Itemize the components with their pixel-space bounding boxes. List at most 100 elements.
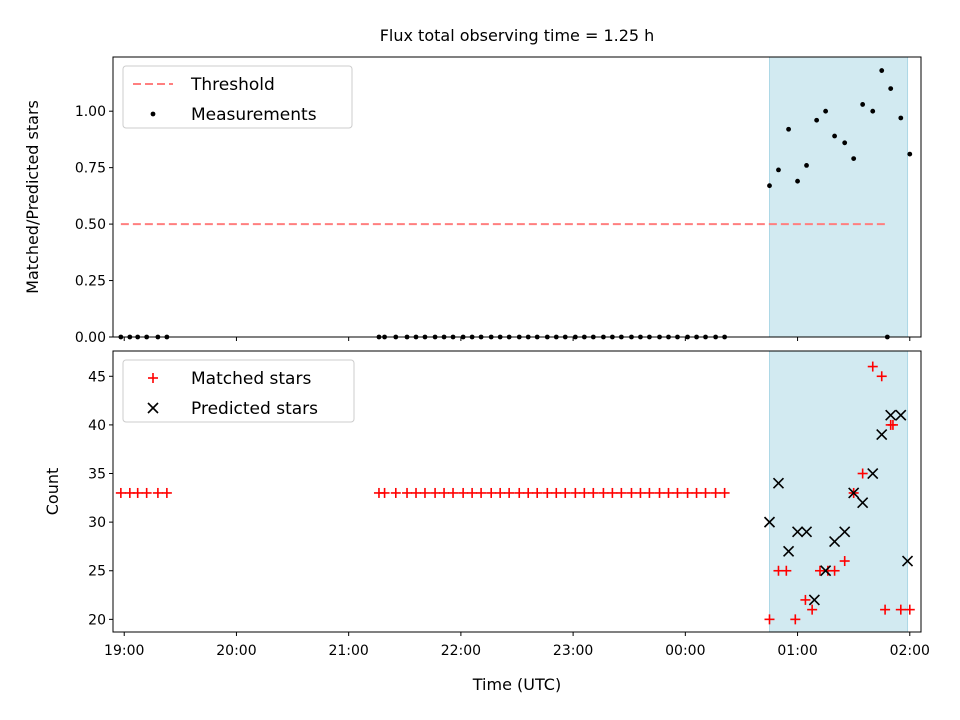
x-tick-label: 01:00 — [777, 643, 817, 659]
matched-stars-point — [790, 614, 801, 625]
predicted-stars-point — [857, 497, 869, 509]
matched-stars-point — [504, 487, 515, 498]
predicted-stars-point — [839, 526, 851, 538]
matched-stars-point — [132, 487, 143, 498]
matched-stars-point — [379, 487, 390, 498]
matched-stars-point — [115, 487, 126, 498]
observing-window-band — [769, 56, 909, 338]
matched-stars-point — [402, 487, 413, 498]
measurements-point — [776, 167, 781, 173]
legend-predicted-stars-swatch — [147, 402, 159, 414]
matched-stars-point — [523, 487, 534, 498]
matched-stars-point — [476, 487, 487, 498]
matched-stars-point — [607, 487, 618, 498]
matched-stars-point — [857, 468, 868, 479]
predicted-stars-point — [791, 526, 804, 538]
measurements-point — [860, 102, 866, 107]
y-tick-label: 0.25 — [75, 274, 106, 290]
predicted-stars-point — [895, 409, 907, 421]
x-tick-label: 20:00 — [216, 643, 256, 659]
observing-window-band — [769, 350, 909, 633]
matched-stars-point — [710, 487, 721, 498]
matched-stars-point — [807, 604, 818, 615]
x-tick-label: 23:00 — [553, 643, 593, 659]
matched-stars-point — [876, 371, 887, 382]
matched-stars-point — [419, 487, 430, 498]
x-tick-label: 21:00 — [328, 643, 368, 659]
ratio-y-axis-label: Matched/Predicted stars — [23, 100, 42, 294]
matched-stars-point — [663, 487, 674, 498]
matched-stars-point — [764, 614, 775, 625]
y-tick-label: 20 — [88, 612, 106, 628]
predicted-stars-point — [820, 565, 832, 577]
matched-stars-point — [514, 487, 525, 498]
predicted-stars-point — [763, 516, 776, 528]
predicted-stars-point — [808, 594, 820, 606]
matched-stars-point — [560, 487, 571, 498]
matched-stars-point — [486, 487, 497, 498]
matched-stars-point — [532, 487, 543, 498]
predicted-stars-point — [901, 555, 914, 567]
count-legend: Matched stars Predicted stars — [122, 359, 355, 423]
matched-stars-point — [458, 487, 469, 498]
matched-stars-point — [588, 487, 599, 498]
measurements-point — [795, 178, 800, 184]
matched-stars-point — [839, 556, 850, 567]
observing-window-shade — [769, 56, 909, 338]
legend-matched-stars-label: Matched stars — [191, 369, 311, 389]
x-tick-label: 19:00 — [104, 643, 144, 659]
y-tick-label: 25 — [88, 564, 106, 580]
measurements-point — [888, 86, 894, 92]
y-tick-label: 0.50 — [75, 217, 106, 233]
legend-box — [122, 359, 355, 423]
predicted-stars-point — [829, 536, 841, 548]
matched-stars-point — [781, 565, 792, 576]
matched-stars-point — [430, 487, 441, 498]
y-tick-label: 35 — [88, 467, 106, 483]
measurements-point — [851, 156, 857, 162]
predicted-stars-point — [885, 409, 897, 421]
matched-stars-point — [161, 487, 172, 498]
count-panel: 20 25 30 35 40 45 19:00 20:00 21:00 22:00 23:00 00… — [43, 350, 930, 694]
count-y-ticks: 20 25 30 35 40 45 — [88, 369, 113, 628]
matched-stars-point — [719, 487, 730, 498]
predicted-stars-point — [876, 429, 888, 441]
matched-stars-point — [700, 487, 711, 498]
predicted-stars-point — [783, 545, 795, 557]
count-x-ticks: 19:00 20:00 21:00 22:00 23:00 00:00 01:00 02:00 — [104, 632, 930, 659]
legend-matched-stars-swatch — [148, 373, 158, 383]
x-tick-label: 02:00 — [890, 643, 930, 659]
ratio-marks — [118, 68, 913, 340]
measurements-point — [814, 117, 820, 123]
matched-stars-point — [390, 487, 401, 498]
legend-box — [122, 65, 353, 129]
ratio-legend: Threshold Measurements — [122, 65, 353, 129]
matched-stars-point — [495, 487, 506, 498]
matched-stars-point — [867, 361, 878, 372]
x-axis-label: Time (UTC) — [472, 675, 561, 694]
legend-threshold-label: Threshold — [190, 75, 275, 95]
observing-window-shade — [769, 350, 909, 633]
matched-stars-point — [152, 487, 163, 498]
matched-stars-point — [448, 487, 459, 498]
matched-stars-point — [542, 487, 553, 498]
matched-stars-point — [635, 487, 646, 498]
matched-stars-point — [829, 565, 840, 576]
matched-stars-point — [880, 604, 891, 615]
count-y-axis-label: Count — [43, 468, 62, 516]
measurements-point — [804, 162, 809, 168]
ratio-y-ticks: 0.00 0.25 0.50 0.75 1.00 — [75, 104, 113, 346]
predicted-stars-point — [848, 487, 860, 499]
measurements-point — [879, 68, 885, 73]
matched-stars-point — [579, 487, 590, 498]
measurements-point — [907, 151, 913, 157]
measurements-point — [832, 133, 837, 139]
y-tick-label: 30 — [88, 515, 106, 531]
predicted-stars-point — [800, 526, 813, 538]
x-tick-label: 22:00 — [441, 643, 481, 659]
matched-stars-point — [672, 487, 683, 498]
matched-stars-point — [887, 419, 898, 430]
matched-stars-point — [439, 487, 450, 498]
matched-stars-point — [682, 487, 693, 498]
predicted-stars-point — [867, 467, 879, 480]
